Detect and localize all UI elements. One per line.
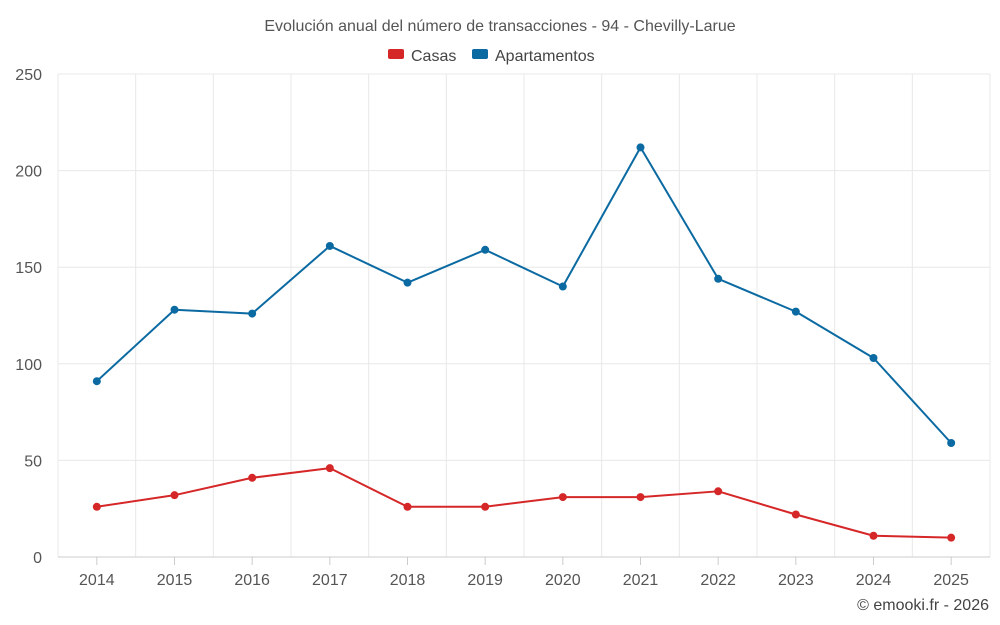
data-point-casas-2020[interactable] bbox=[558, 493, 567, 502]
x-tick-label: 2024 bbox=[856, 572, 892, 589]
series-casas bbox=[92, 464, 956, 542]
data-point-casas-2018[interactable] bbox=[403, 502, 412, 511]
data-point-casas-2023[interactable] bbox=[791, 510, 800, 519]
x-tick-label: 2021 bbox=[623, 572, 659, 589]
x-tick-label: 2022 bbox=[700, 572, 736, 589]
y-tick-label: 250 bbox=[15, 67, 42, 84]
x-tick-label: 2025 bbox=[933, 572, 969, 589]
x-tick-label: 2020 bbox=[545, 572, 581, 589]
data-point-apartamentos-2022[interactable] bbox=[714, 274, 723, 283]
data-point-casas-2014[interactable] bbox=[92, 502, 101, 511]
data-point-apartamentos-2024[interactable] bbox=[869, 354, 878, 363]
legend-label-casas: Casas bbox=[411, 48, 456, 65]
data-point-casas-2025[interactable] bbox=[947, 533, 956, 542]
data-point-apartamentos-2016[interactable] bbox=[248, 309, 257, 318]
data-point-apartamentos-2021[interactable] bbox=[636, 143, 645, 152]
grid bbox=[57, 73, 991, 558]
x-tick-label: 2014 bbox=[79, 572, 115, 589]
data-point-apartamentos-2018[interactable] bbox=[403, 278, 412, 287]
data-point-casas-2019[interactable] bbox=[481, 502, 490, 511]
y-tick-label: 50 bbox=[24, 453, 42, 470]
legend-item-casas[interactable]: Casas bbox=[388, 48, 456, 65]
data-point-apartamentos-2020[interactable] bbox=[558, 282, 567, 291]
series-line-casas bbox=[96, 467, 952, 539]
data-point-apartamentos-2017[interactable] bbox=[325, 241, 334, 250]
x-tick-label: 2023 bbox=[778, 572, 814, 589]
x-tick-label: 2018 bbox=[390, 572, 426, 589]
data-point-casas-2024[interactable] bbox=[869, 531, 878, 540]
data-point-apartamentos-2014[interactable] bbox=[92, 377, 101, 386]
legend: Casas Apartamentos bbox=[388, 48, 595, 65]
y-tick-label: 100 bbox=[15, 357, 42, 374]
data-point-apartamentos-2025[interactable] bbox=[947, 439, 956, 448]
chart-title: Evolución anual del número de transaccio… bbox=[264, 18, 735, 35]
y-tick-label: 200 bbox=[15, 164, 42, 181]
data-point-casas-2016[interactable] bbox=[248, 473, 257, 482]
y-axis-ticks: 0 50 100 150 200 250 bbox=[15, 67, 42, 567]
series-layer bbox=[92, 143, 956, 542]
series-apartamentos bbox=[92, 143, 956, 448]
data-point-casas-2022[interactable] bbox=[714, 487, 723, 496]
x-tick-label: 2016 bbox=[234, 572, 270, 589]
data-point-apartamentos-2023[interactable] bbox=[791, 307, 800, 316]
x-axis-ticks: 2014 2015 2016 2017 2018 2019 2020 2021 2022 2023… bbox=[79, 557, 969, 589]
data-point-casas-2015[interactable] bbox=[170, 491, 179, 500]
data-point-casas-2021[interactable] bbox=[636, 493, 645, 502]
data-point-apartamentos-2015[interactable] bbox=[170, 305, 179, 314]
credit-text: © emooki.fr - 2026 bbox=[857, 597, 989, 614]
legend-item-apartamentos[interactable]: Apartamentos bbox=[472, 48, 595, 65]
legend-label-apartamentos: Apartamentos bbox=[495, 48, 595, 65]
legend-swatch-casas bbox=[388, 49, 404, 59]
x-tick-label: 2019 bbox=[467, 572, 503, 589]
y-tick-label: 0 bbox=[33, 550, 42, 567]
x-tick-label: 2017 bbox=[312, 572, 348, 589]
data-point-casas-2017[interactable] bbox=[325, 464, 334, 473]
series-line-apartamentos bbox=[96, 146, 952, 444]
legend-swatch-apartamentos bbox=[472, 49, 488, 59]
x-tick-label: 2015 bbox=[157, 572, 193, 589]
data-point-apartamentos-2019[interactable] bbox=[481, 245, 490, 254]
y-tick-label: 150 bbox=[15, 260, 42, 277]
